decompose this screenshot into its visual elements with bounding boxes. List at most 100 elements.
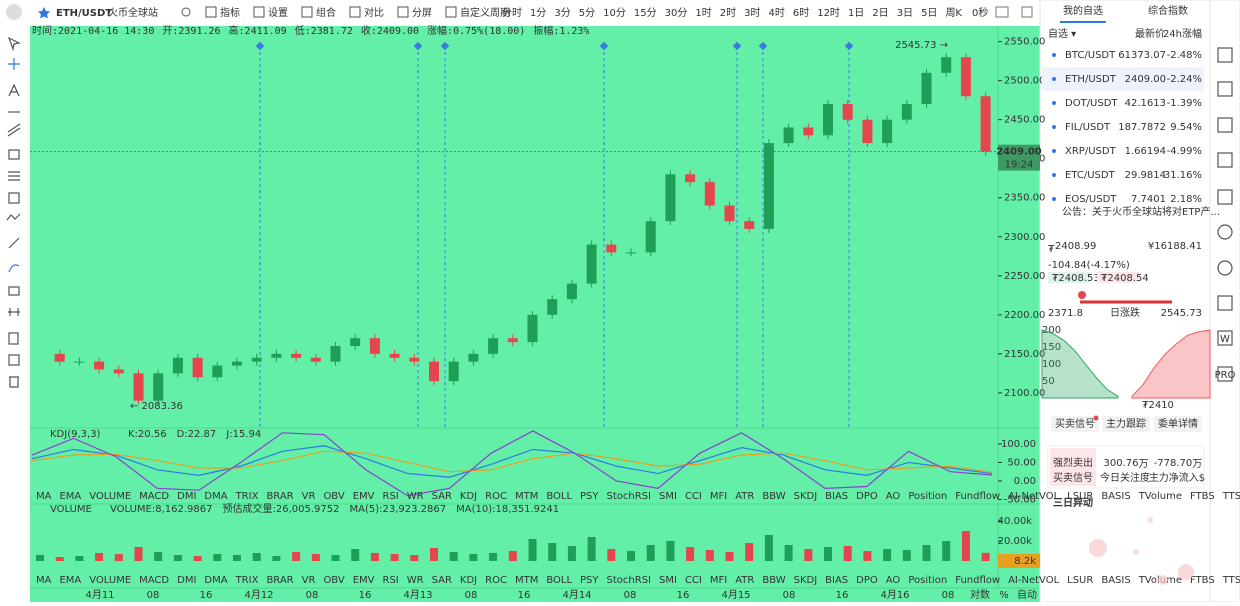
layer-icon[interactable] [8,332,19,345]
rect-icon[interactable] [8,149,20,160]
period[interactable]: 5日 [921,8,937,19]
icon[interactable] [1217,152,1233,168]
indicator-tab[interactable]: OBV [323,575,344,586]
period[interactable]: 周K [945,7,962,19]
hide-icon[interactable] [8,354,20,366]
magnet-icon[interactable] [8,308,20,316]
toolbar-item[interactable]: 对比 [364,6,384,19]
indicator-tab[interactable]: BIAS [825,575,848,586]
indicator-tab[interactable]: SKDJ [794,575,818,586]
indicator-tab[interactable]: BBW [762,575,785,586]
period[interactable]: 10分 [603,7,626,19]
icon[interactable] [1217,260,1233,276]
period[interactable]: 2日 [872,8,888,19]
icon[interactable] [1217,224,1233,240]
indicator-tab[interactable]: SMI [659,491,677,502]
period[interactable]: 1日 [848,8,864,19]
delete-icon[interactable] [9,376,19,388]
period[interactable]: 3分 [554,7,570,19]
indicator-tab[interactable]: TVolume [1138,491,1182,502]
indicator-tab[interactable]: AI-NetVOL [1008,491,1059,502]
star-icon[interactable] [38,7,50,19]
indicator-tab[interactable]: VR [302,575,316,586]
indicator-tab[interactable]: ROC [485,575,507,586]
indicator-tab[interactable]: TTSI [1222,491,1240,502]
indicator-tab[interactable]: KDJ [460,575,477,586]
fib-icon[interactable] [8,171,20,181]
indicator-tab[interactable]: RSI [383,575,399,586]
tool-icon[interactable] [301,6,313,18]
indicator-tab[interactable]: VOLUME [89,575,131,586]
indicator-tab[interactable]: FTBS [1190,491,1215,502]
indicator-tab[interactable]: SAR [432,491,452,502]
indicator-tab[interactable]: AI-NetVOL [1008,575,1059,586]
indicator-tab[interactable]: MTM [515,491,538,502]
tool-icon[interactable] [445,6,457,18]
lock-icon[interactable] [8,286,20,296]
tool-icon[interactable] [349,6,361,18]
cross-icon[interactable] [8,58,20,70]
axis-option[interactable]: % [999,590,1009,601]
indicator-tab[interactable]: MA [36,491,52,502]
grid-icon[interactable] [8,192,20,204]
tool-icon[interactable] [397,6,409,18]
period[interactable]: 12时 [817,7,840,19]
text-icon[interactable] [8,83,20,97]
indicator-tab[interactable]: DPO [856,491,878,502]
icon[interactable] [1217,81,1233,97]
indicator-tab[interactable]: Fundflow [955,491,1000,502]
indicator-tab[interactable]: MACD [139,575,169,586]
indicator-tab[interactable]: PSY [580,575,599,586]
icon[interactable] [1217,366,1233,382]
toolbar-item[interactable]: 指标 [220,6,240,19]
signal-tab[interactable]: 主力跟踪 [1106,417,1146,430]
indicator-tab[interactable]: DMA [204,575,227,586]
indicator-tab[interactable]: MFI [710,491,727,502]
pair-base[interactable]: DOT [1065,98,1088,109]
toolbar-item[interactable]: 组合 [316,6,336,19]
indicator-tab[interactable]: ATR [735,491,754,502]
brush-icon[interactable] [8,264,20,273]
period[interactable]: 分时 [502,7,522,19]
indicator-tab[interactable]: BOLL [546,491,572,502]
pair-base[interactable]: EOS [1065,194,1086,205]
indicator-tab[interactable]: AO [886,575,901,586]
indicator-tab[interactable]: TRIX [235,575,259,586]
pair-base[interactable]: BTC [1065,50,1084,61]
indicator-tab[interactable]: BOLL [546,575,572,586]
period[interactable]: 5分 [579,7,595,19]
indicator-tab[interactable]: BIAS [825,491,848,502]
indicator-tab[interactable]: DMI [177,491,196,502]
icon[interactable] [1217,330,1233,346]
period[interactable]: 15分 [634,7,657,19]
indicator-tab[interactable]: WR [407,575,424,586]
period[interactable]: 2时 [720,7,736,19]
period[interactable]: 4时 [768,7,784,19]
indicator-tab[interactable]: MACD [139,491,169,502]
indicator-tab[interactable]: EMA [59,575,81,586]
indicator-tab[interactable]: DPO [856,575,878,586]
camera-icon[interactable] [995,6,1009,18]
indicator-tab[interactable]: VR [302,491,316,502]
indicator-tab[interactable]: ROC [485,491,507,502]
indicator-tab[interactable]: BBW [762,491,785,502]
indicator-tab[interactable]: BASIS [1101,491,1130,502]
indicator-tab[interactable]: BRAR [266,575,293,586]
channel-icon[interactable] [7,123,21,137]
search-icon[interactable] [181,7,191,17]
indicator-tab[interactable]: RSI [383,491,399,502]
indicator-tab[interactable]: MA [36,575,52,586]
indicator-tab[interactable]: LSUR [1067,491,1093,502]
icon[interactable] [1217,189,1233,205]
ruler-icon[interactable] [8,237,20,249]
indicator-tab[interactable]: StochRSI [607,491,651,502]
toolbar-item[interactable]: 分屏 [412,7,432,19]
indicator-tab[interactable]: WR [407,491,424,502]
indicator-tab[interactable]: SKDJ [794,491,818,502]
tab[interactable]: 综合指数 [1148,4,1188,17]
indicator-tab[interactable]: SAR [432,575,452,586]
indicator-tab[interactable]: AO [886,491,901,502]
indicator-tab[interactable]: TRIX [235,491,259,502]
pair-base[interactable]: ETH [1065,74,1085,85]
axis-option[interactable]: 自动 [1017,588,1037,601]
